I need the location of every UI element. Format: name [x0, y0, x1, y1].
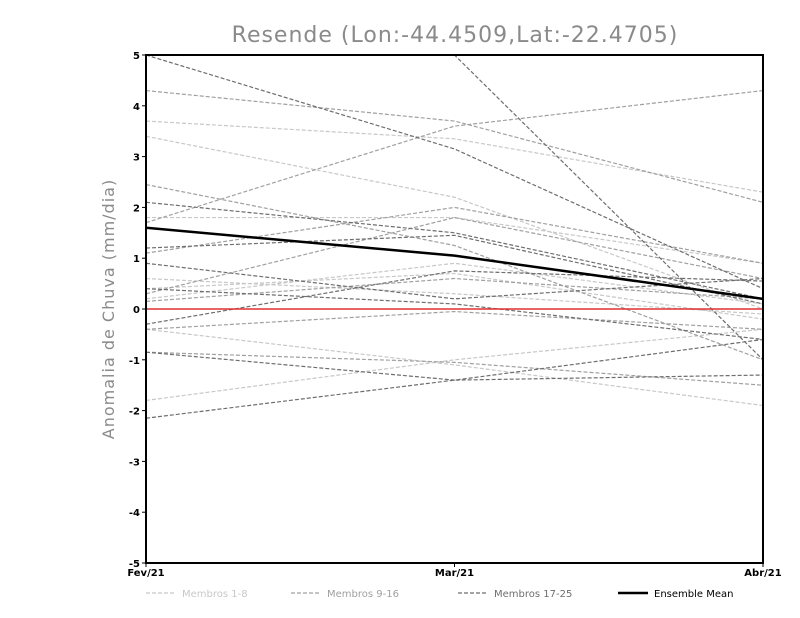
y-axis-label: Anomalia de Chuva (mm/dia)	[99, 179, 118, 439]
member-line-g2-8	[146, 277, 763, 302]
y-tick-label: -3	[129, 457, 140, 468]
member-line-g2-7	[146, 351, 763, 386]
legend: Membros 1-8 Membros 9-16 Membros 17-25 Ense…	[146, 589, 733, 600]
y-tick-label: -5	[129, 559, 140, 570]
y-tick-label: 4	[133, 102, 140, 113]
y-tick-label: -4	[129, 508, 140, 519]
member-line-g3-5	[146, 270, 763, 325]
member-line-g3-2	[452, 55, 763, 361]
y-tick-label: 0	[133, 305, 140, 316]
x-tick-label: Mar/21	[435, 568, 474, 579]
member-line-g1-1	[146, 120, 763, 193]
member-line-g2-2	[146, 89, 763, 224]
x-ticks: Fev/21 Mar/21 Abr/21	[127, 563, 782, 579]
legend-label: Membros 1-8	[182, 589, 248, 600]
member-line-g1-8	[146, 262, 763, 305]
y-tick-label: 2	[133, 203, 140, 214]
member-line-g3-8	[146, 338, 763, 381]
series-lines	[146, 55, 763, 419]
member-line-g1-7	[146, 328, 763, 407]
member-line-g1-4	[146, 272, 763, 320]
x-tick-label: Abr/21	[744, 568, 781, 579]
y-tick-label: 3	[133, 153, 140, 164]
legend-label: Ensemble Mean	[654, 589, 733, 600]
y-tick-label: 1	[133, 254, 140, 265]
y-tick-label: -1	[129, 356, 140, 367]
member-line-g1-3	[146, 216, 763, 264]
y-tick-label: 5	[133, 51, 140, 62]
member-line-g3-6	[146, 374, 763, 419]
member-line-g2-1	[146, 89, 763, 203]
member-line-g2-3	[146, 183, 763, 361]
member-line-g1-2	[146, 135, 763, 310]
x-tick-label: Fev/21	[127, 568, 164, 579]
legend-label: Membros 9-16	[327, 589, 399, 600]
member-line-g2-6	[146, 310, 763, 330]
member-line-g1-5	[146, 328, 763, 402]
member-line-g1-6	[146, 277, 763, 315]
member-line-g3-3	[146, 201, 763, 300]
member-line-g3-9	[146, 288, 763, 341]
chart-title: Resende (Lon:-44.4509,Lat:-22.4705)	[232, 23, 679, 48]
member-line-g3-7	[146, 234, 763, 305]
legend-label: Membros 17-25	[494, 589, 572, 600]
member-line-g3-1	[146, 55, 763, 290]
y-tick-label: -2	[129, 407, 140, 418]
y-ticks: 5 4 3 2 1 0 -1 -2 -3 -4 -5	[129, 51, 146, 570]
member-line-g2-5	[146, 216, 763, 295]
ensemble-mean-line	[146, 226, 763, 301]
